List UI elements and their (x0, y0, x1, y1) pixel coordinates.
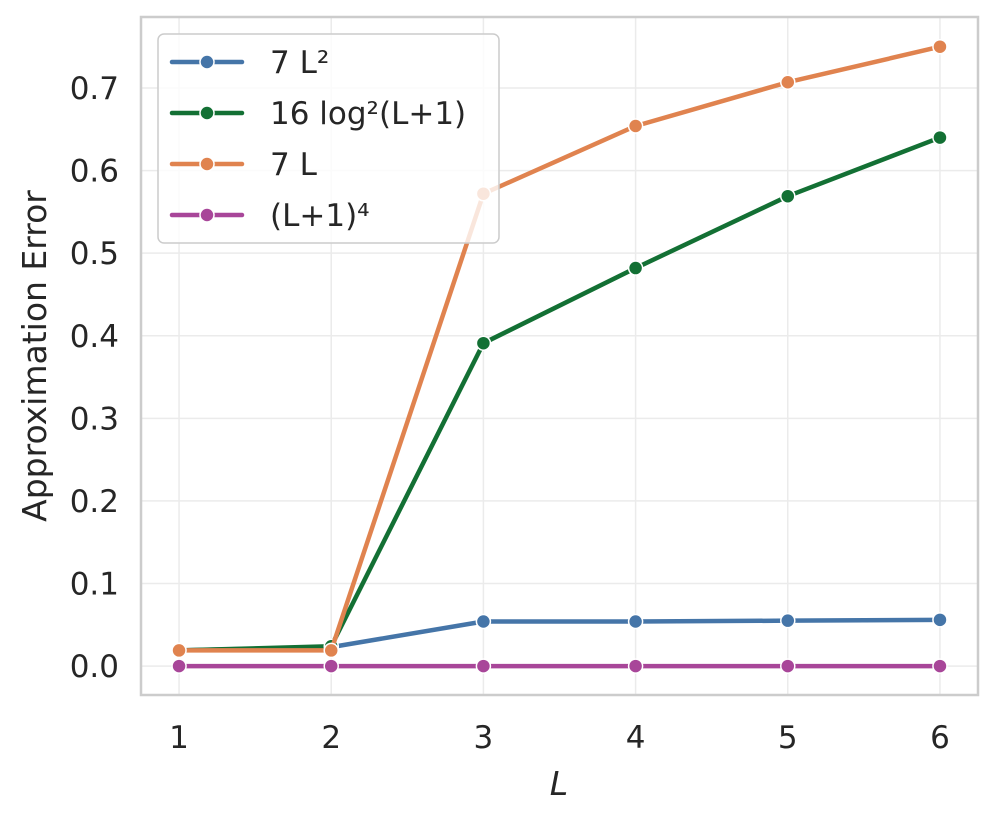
data-point (323, 658, 339, 674)
data-point (780, 188, 796, 204)
data-point (475, 613, 492, 630)
data-point (627, 658, 644, 674)
y-tick-label: 0.4 (70, 319, 119, 355)
data-point (171, 642, 187, 659)
data-point (932, 38, 948, 55)
y-tick-label: 0.2 (70, 484, 119, 520)
y-tick-label: 0.5 (70, 236, 119, 272)
x-tick-label: 1 (169, 720, 189, 756)
legend-item: 7 L (169, 147, 318, 183)
data-point (932, 612, 948, 628)
data-point (932, 658, 948, 674)
legend-label: (L+1)⁴ (270, 198, 370, 234)
legend-item: 16 log²(L+1) (169, 96, 466, 132)
legend: 7 L² 16 log²(L+1) 7 L (L+1)⁴ (157, 33, 500, 244)
data-point (627, 118, 644, 134)
legend-label: 7 L² (270, 45, 329, 81)
legend-label: 7 L (270, 147, 318, 183)
y-tick-label: 0.7 (70, 71, 119, 107)
data-point (627, 260, 644, 276)
x-tick-label: 3 (474, 720, 494, 756)
y-tick-label: 0.6 (70, 154, 119, 190)
data-point (780, 612, 796, 629)
x-tick-label: 6 (930, 720, 950, 756)
y-tick-label: 0.0 (70, 649, 119, 685)
x-axis-label: L (550, 764, 568, 803)
y-axis-ticks: 0.0 0.1 0.2 0.3 0.4 0.5 0.6 0.7 (70, 71, 119, 685)
data-point (475, 335, 492, 351)
x-axis-ticks: 1 2 3 4 5 6 (169, 720, 950, 756)
legend-marker (199, 156, 215, 172)
x-tick-label: 4 (626, 720, 646, 756)
x-tick-label: 5 (778, 720, 798, 756)
data-point (780, 658, 796, 674)
y-tick-label: 0.3 (70, 401, 119, 437)
series (171, 658, 948, 674)
data-point (780, 74, 796, 90)
legend-marker (199, 207, 215, 223)
series-line (176, 135, 943, 653)
data-point (627, 613, 644, 630)
data-point (171, 658, 187, 674)
legend-marker (199, 105, 215, 121)
legend-label: 16 log²(L+1) (270, 96, 466, 132)
y-tick-label: 0.1 (70, 567, 119, 603)
data-point (475, 658, 492, 674)
legend-box (157, 33, 500, 244)
legend-marker (199, 54, 215, 70)
plot-frame (139, 15, 980, 697)
x-tick-label: 2 (321, 720, 341, 756)
data-point (323, 642, 339, 659)
legend-item: (L+1)⁴ (169, 198, 370, 234)
series-line (176, 44, 943, 653)
legend-item: 7 L² (169, 45, 329, 81)
y-axis-label: Approximation Error (15, 190, 54, 522)
data-point (932, 129, 948, 146)
